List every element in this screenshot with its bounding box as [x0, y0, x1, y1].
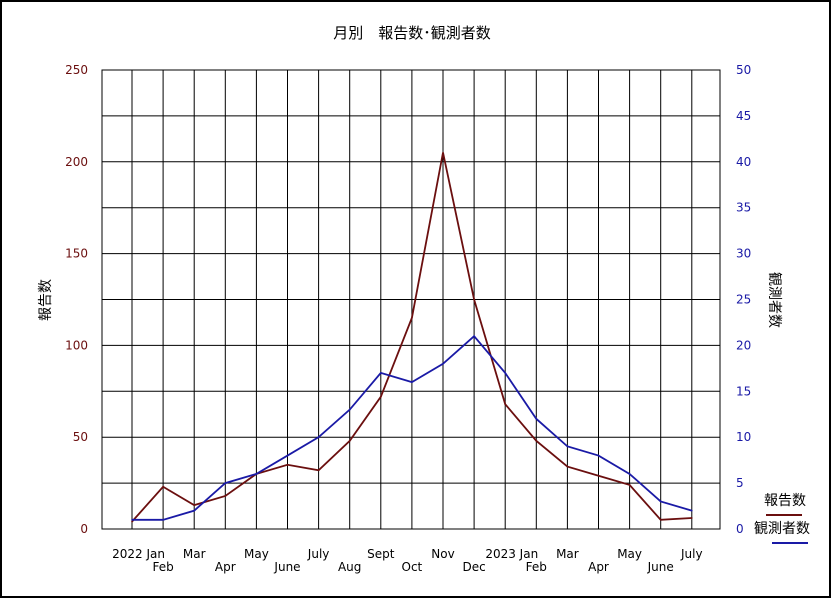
data-point	[535, 418, 538, 420]
x-axis-ticks: 2022 JanFebMarAprMayJuneJulyAugSeptOctNo…	[112, 547, 702, 574]
data-point	[473, 335, 475, 338]
right-axis-ticks: 0 5 10 15 20 25 30 35 40 45 50	[736, 63, 751, 536]
x-tick-label: June	[647, 560, 674, 574]
left-tick-label: 250	[65, 63, 88, 77]
chart-title: 月別 報告数･観測者数	[333, 24, 491, 42]
left-tick-label: 0	[80, 522, 88, 536]
right-tick-label: 10	[736, 430, 751, 444]
x-tick-label: Aug	[338, 560, 361, 574]
data-point	[659, 500, 662, 503]
data-point	[628, 473, 631, 475]
data-point	[597, 454, 600, 457]
data-point	[442, 362, 444, 365]
data-point	[380, 372, 382, 374]
right-tick-label: 0	[736, 522, 744, 536]
left-tick-label: 150	[65, 247, 88, 261]
x-tick-label: Apr	[588, 560, 609, 574]
data-point	[411, 317, 413, 319]
left-axis-title: 報告数	[38, 279, 54, 321]
plot-border	[101, 69, 721, 530]
right-tick-label: 15	[736, 384, 751, 398]
x-tick-label: Mar	[556, 547, 579, 561]
x-tick-label: May	[244, 547, 269, 561]
data-point	[255, 473, 258, 475]
right-tick-label: 30	[736, 247, 751, 261]
x-tick-label: Oct	[402, 560, 423, 574]
x-tick-label: Feb	[526, 560, 547, 574]
data-point	[659, 519, 662, 521]
right-tick-label: 25	[736, 293, 751, 307]
right-tick-label: 20	[736, 338, 751, 352]
x-tick-label: Feb	[152, 560, 173, 574]
data-point	[535, 440, 538, 442]
data-point	[628, 484, 631, 486]
left-tick-label: 200	[65, 155, 88, 169]
x-tick-label: July	[307, 547, 330, 561]
right-tick-label: 50	[736, 63, 751, 77]
data-point	[380, 396, 382, 398]
right-tick-label: 5	[736, 476, 744, 490]
left-tick-label: 50	[73, 430, 88, 444]
x-tick-label: May	[617, 547, 642, 561]
data-point	[411, 381, 413, 383]
data-point	[286, 454, 289, 457]
data-point	[691, 517, 693, 519]
x-tick-label: June	[273, 560, 300, 574]
data-point	[473, 298, 475, 301]
x-tick-label: Sept	[367, 547, 395, 561]
x-tick-label: 2023 Jan	[485, 547, 538, 561]
data-point	[286, 463, 289, 466]
data-point	[224, 482, 227, 484]
data-point	[566, 445, 569, 448]
data-point	[317, 436, 320, 439]
left-tick-label: 100	[65, 338, 88, 352]
x-tick-label: Mar	[183, 547, 206, 561]
data-point	[224, 495, 227, 497]
legend-label: 報告数	[764, 493, 806, 509]
grid	[101, 69, 721, 530]
right-axis-title: 観測者数	[766, 272, 783, 328]
data-point	[442, 151, 444, 154]
data-point	[597, 474, 600, 477]
x-tick-label: 2022 Jan	[112, 547, 165, 561]
data-point	[691, 509, 693, 512]
data-point	[566, 465, 569, 468]
data-point	[317, 469, 320, 472]
x-tick-label: Nov	[431, 547, 454, 561]
data-point	[162, 485, 164, 488]
data-point	[162, 519, 164, 521]
data-point	[348, 408, 351, 411]
data-point	[348, 440, 351, 442]
x-tick-label: Apr	[215, 560, 236, 574]
right-tick-label: 45	[736, 109, 751, 123]
x-tick-label: Dec	[462, 560, 485, 574]
data-point	[131, 519, 133, 521]
left-axis-ticks: 0 50 100 150 200 250	[65, 63, 88, 536]
right-tick-label: 35	[736, 201, 751, 215]
data-point	[193, 509, 195, 512]
data-point	[131, 520, 133, 523]
data-point	[193, 504, 195, 506]
data-point	[504, 403, 507, 405]
right-tick-label: 40	[736, 155, 751, 169]
x-tick-label: July	[680, 547, 703, 561]
series	[131, 151, 693, 523]
legend-label: 観測者数	[754, 520, 810, 537]
data-point	[504, 372, 507, 374]
